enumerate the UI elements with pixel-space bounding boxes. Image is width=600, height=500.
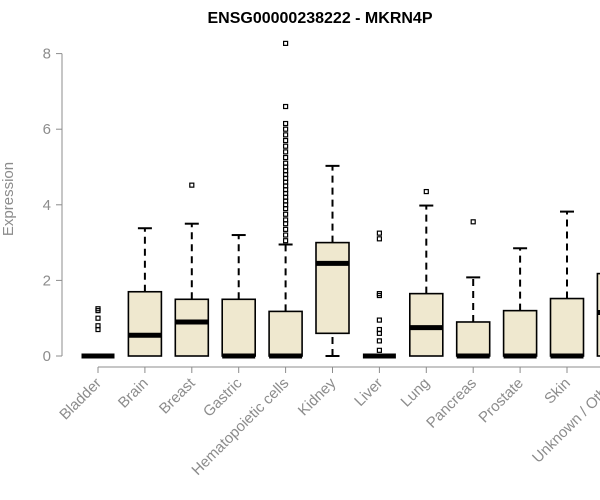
outlier-point: [376, 317, 382, 323]
x-tick-label: Bladder: [56, 375, 105, 424]
x-tick-label: Gastric: [200, 374, 246, 420]
box-body: [174, 298, 210, 357]
x-tick-label: Lung: [398, 375, 434, 411]
y-tick-label: 0: [43, 348, 51, 365]
outlier-point: [376, 291, 382, 297]
y-tick-label: 6: [43, 121, 51, 138]
outlier-point: [95, 315, 101, 321]
box-pancreas: [455, 219, 491, 359]
x-tick-label: Breast: [156, 374, 199, 417]
outlier-point: [376, 230, 382, 236]
box-bladder: [81, 306, 115, 359]
box-skin: [549, 210, 585, 359]
outlier-point: [283, 226, 289, 232]
outlier-point: [95, 306, 101, 312]
x-tick-label: Pancreas: [423, 375, 480, 432]
box-breast: [174, 182, 210, 357]
outlier-point: [283, 160, 289, 166]
outlier-point: [376, 347, 382, 353]
y-axis: 0 2 4 6 8: [43, 46, 63, 365]
box-body: [127, 290, 163, 357]
box-body: [549, 297, 585, 357]
box-brain: [127, 227, 163, 357]
outlier-point: [283, 137, 289, 144]
outlier-point: [283, 40, 289, 46]
outlier-point: [283, 217, 289, 223]
outlier-point: [283, 238, 289, 244]
box-body: [221, 298, 256, 357]
outlier-point: [283, 126, 289, 132]
outlier-point: [95, 323, 101, 329]
outlier-point: [376, 338, 382, 344]
outlier-point: [283, 211, 289, 217]
outlier-point: [283, 120, 289, 127]
box-body: [315, 241, 350, 335]
box-body: [502, 309, 538, 357]
box-unknown-other: [596, 272, 600, 357]
box-hematopoietic-cells: [268, 40, 303, 359]
box-kidney: [315, 164, 350, 357]
outlier-point: [423, 188, 429, 195]
outlier-point: [283, 232, 289, 238]
boxes-layer: [81, 40, 600, 359]
outlier-point: [283, 103, 289, 110]
x-tick-label: Brain: [115, 375, 152, 412]
chart-title: ENSG00000238222 - MKRN4P: [207, 10, 432, 27]
outlier-point: [376, 326, 382, 333]
box-body: [268, 310, 303, 357]
box-body: [455, 321, 491, 357]
outlier-point: [283, 154, 289, 161]
outlier-point: [283, 143, 289, 149]
outlier-point: [376, 236, 382, 242]
box-body: [408, 292, 444, 357]
y-tick-label: 8: [43, 46, 51, 63]
outlier-point: [189, 182, 195, 188]
box-lung: [408, 188, 444, 357]
box-prostate: [502, 247, 538, 359]
x-tick-label: Skin: [541, 375, 574, 408]
outlier-point: [470, 219, 476, 225]
outlier-point: [283, 149, 289, 155]
y-axis-label: Expression: [0, 162, 17, 236]
y-tick-label: 4: [43, 197, 51, 214]
x-tick-label: Kidney: [295, 374, 340, 419]
outlier-point: [283, 132, 289, 138]
x-tick-label: Prostate: [475, 375, 527, 427]
y-tick-label: 2: [43, 272, 51, 289]
box-gastric: [221, 234, 256, 359]
x-tick-label: Liver: [351, 375, 386, 410]
box-liver: [362, 230, 396, 359]
